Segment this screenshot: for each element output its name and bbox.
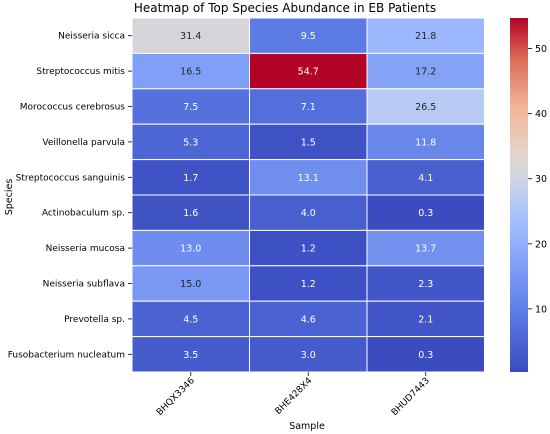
y-tick-label: Fusobacterium nucleatum [8, 350, 125, 360]
colorbar-tick-label: 30 [535, 174, 547, 185]
y-tick-label: Neisseria sicca [58, 32, 125, 42]
x-tick-label: BHE428X4 [274, 376, 315, 417]
x-tick-labels: BHQX3346 BHE428X4 BHUD7443 [155, 372, 432, 418]
y-tick-label: Prevotella sp. [64, 315, 125, 325]
y-tick-label: Actinobaculum sp. [42, 209, 125, 219]
x-axis-label: Sample [289, 421, 325, 432]
x-tick-label: BHQX3346 [155, 376, 197, 418]
cell-value-label: 9.5 [301, 31, 316, 42]
cell-value-label: 2.3 [418, 279, 433, 290]
y-axis-label: Species [4, 179, 15, 216]
colorbar [510, 18, 528, 372]
y-tick-label: Veillonella parvula [42, 138, 125, 148]
colorbar-tick-label: 50 [535, 44, 547, 55]
cell-value-label: 0.3 [418, 208, 433, 219]
cell-value-label: 2.1 [418, 314, 433, 325]
colorbar-tick-label: 40 [535, 109, 547, 120]
cell-value-label: 5.3 [183, 137, 198, 148]
cell-value-label: 13.1 [298, 173, 319, 184]
chart-title: Heatmap of Top Species Abundance in EB P… [134, 1, 436, 15]
heatmap-cell [249, 229, 368, 267]
y-tick-label: Morococcus cerebrosus [20, 103, 126, 113]
cell-value-label: 11.8 [415, 137, 436, 148]
heatmap-cell [249, 88, 368, 125]
cell-value-label: 21.8 [415, 31, 436, 42]
cell-value-label: 15.0 [180, 279, 201, 290]
y-tick-label: Streptococcus mitis [36, 67, 125, 77]
cell-value-label: 31.4 [180, 31, 201, 42]
heatmap-cell [249, 336, 368, 373]
heatmap-cell [131, 336, 250, 373]
y-tick-label: Streptococcus sanguinis [16, 173, 126, 183]
heatmap-cell [366, 17, 485, 54]
heatmap-cell [366, 300, 485, 338]
cell-value-label: 13.7 [415, 244, 436, 255]
cell-value-label: 17.2 [415, 67, 436, 78]
heatmap-cell [131, 265, 250, 302]
cell-value-label: 0.3 [418, 350, 433, 361]
cell-value-label: 3.0 [301, 350, 316, 361]
heatmap-cell [131, 229, 250, 267]
cell-value-label: 26.5 [415, 102, 436, 113]
cell-value-label: 1.6 [183, 208, 198, 219]
cell-value-label: 1.2 [301, 244, 316, 255]
heatmap-cell [249, 159, 368, 196]
colorbar-tick-label: 20 [535, 239, 547, 250]
heatmap-cell [366, 52, 485, 90]
cell-value-label: 13.0 [180, 244, 201, 255]
cell-value-label: 1.5 [301, 137, 316, 148]
y-tick-labels: Neisseria sicca Streptococcus mitis Moroco… [8, 32, 132, 360]
y-tick-label: Neisseria subflava [43, 280, 125, 290]
cell-value-label: 1.2 [301, 279, 316, 290]
x-tick-label: BHUD7443 [390, 376, 432, 418]
heatmap-cell [131, 123, 250, 161]
cell-value-label: 16.5 [180, 67, 201, 78]
heatmap-cell [131, 17, 250, 54]
colorbar-ticks: 10 20 30 40 50 [528, 44, 547, 315]
heatmap-cell [131, 300, 250, 338]
cell-value-label: 7.5 [183, 102, 198, 113]
cell-value-label: 4.1 [418, 173, 433, 184]
cell-value-label: 4.6 [301, 314, 316, 325]
cell-value-label: 4.0 [301, 208, 316, 219]
heatmap-cell [366, 265, 485, 302]
heatmap-cell [366, 229, 485, 267]
heatmap-cell [366, 123, 485, 161]
heatmap-cell [366, 336, 485, 373]
cell-value-label: 3.5 [183, 350, 198, 361]
heatmap-cell [249, 194, 368, 231]
heatmap-cell [249, 265, 368, 302]
cell-value-label: 4.5 [183, 314, 198, 325]
cell-value-label: 54.7 [298, 67, 319, 78]
colorbar-tick-label: 10 [535, 304, 547, 315]
cell-value-label: 7.1 [301, 102, 316, 113]
heatmap-cell [249, 17, 368, 54]
y-tick-label: Neisseria mucosa [46, 244, 125, 254]
heatmap-cells: 31.4 9.5 21.8 16.5 54.7 17.2 7.5 7.1 26.5 5.3 1.5 1… [131, 17, 485, 373]
heatmap-cell [366, 194, 485, 231]
cell-value-label: 1.7 [183, 173, 198, 184]
